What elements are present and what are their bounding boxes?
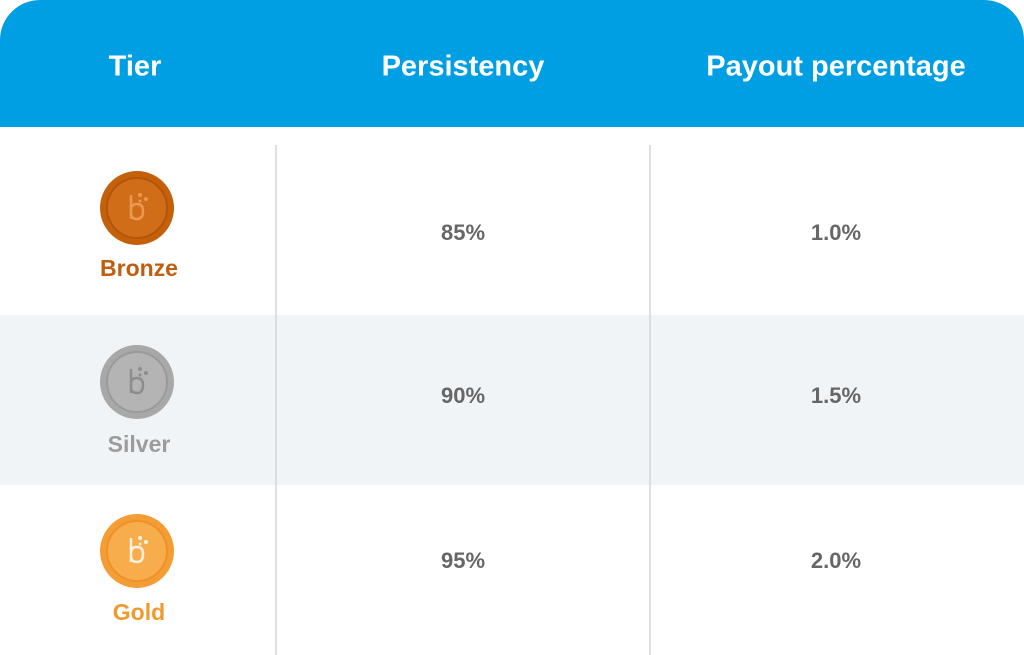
gold-coin	[100, 514, 174, 588]
header-cell: Payout percentage	[706, 51, 965, 83]
header-cell: Persistency	[382, 51, 545, 83]
tier-label: Bronze	[100, 255, 178, 281]
header-bar	[0, 0, 1024, 127]
cell-value: 95%	[441, 548, 485, 573]
row-stripe	[0, 315, 1024, 485]
bronze-coin	[100, 171, 174, 245]
cell-value: 2.0%	[811, 548, 861, 573]
cell-value: 90%	[441, 383, 485, 408]
tier-label: Silver	[108, 431, 171, 457]
cell-value: 85%	[441, 220, 485, 245]
silver-coin	[100, 345, 174, 419]
cell-value: 1.0%	[811, 220, 861, 245]
tier-label: Gold	[113, 599, 165, 625]
header-cell: Tier	[109, 51, 162, 83]
cell-value: 1.5%	[811, 383, 861, 408]
